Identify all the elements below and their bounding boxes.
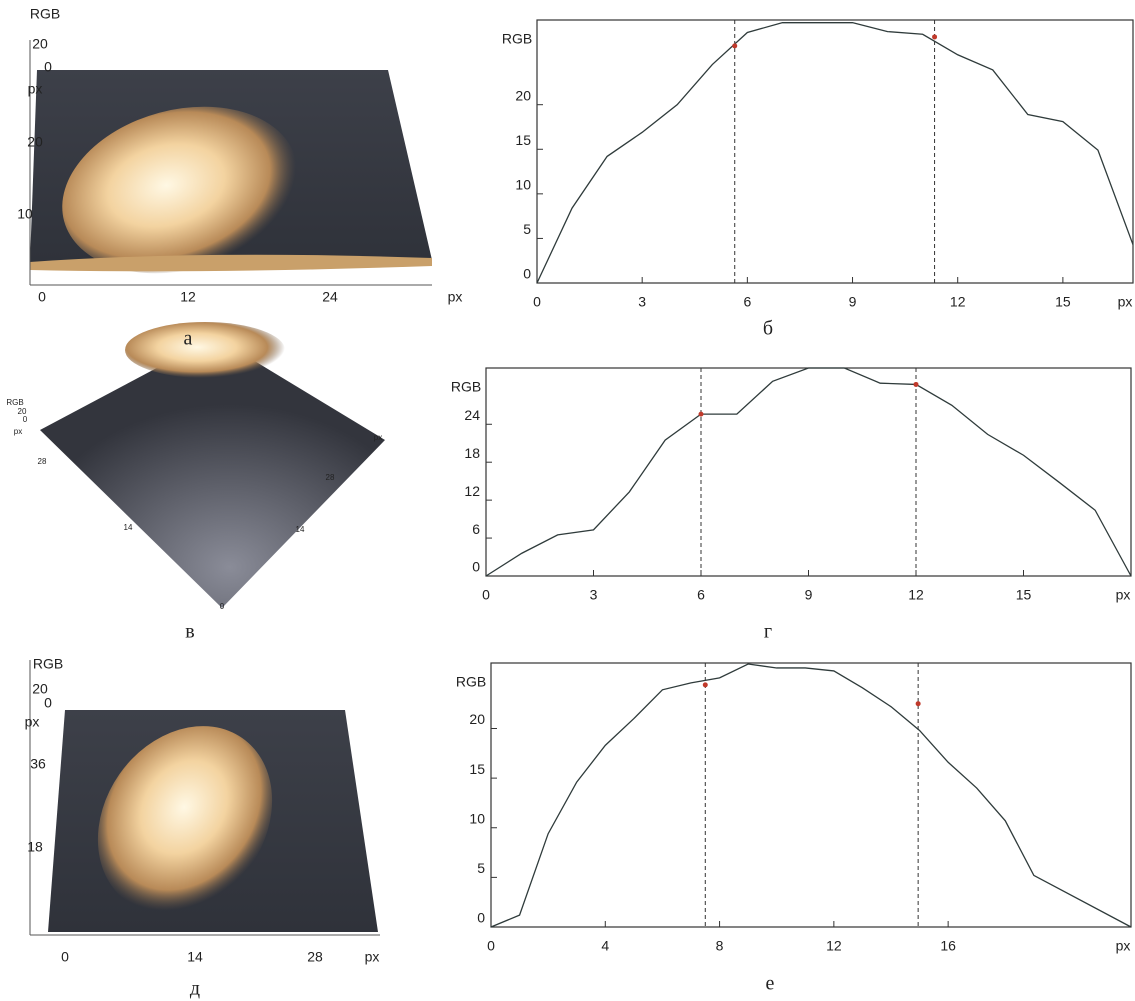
x-tick-label: 0 <box>533 294 541 310</box>
marker <box>913 381 919 387</box>
y-tick-label: 0 <box>523 266 531 282</box>
x-tick-label: 15 <box>1016 587 1032 603</box>
x-tick-label: 6 <box>743 294 751 310</box>
x-tick-label: 16 <box>940 938 956 954</box>
surface-peak <box>62 106 298 274</box>
data-line <box>485 367 1132 577</box>
y-axis-unit: px <box>28 81 43 97</box>
y-tick-label: 36 <box>30 756 46 772</box>
y-axis-label: RGB <box>451 379 481 395</box>
surface-peak <box>125 322 285 378</box>
y-tick-label: 18 <box>464 445 480 461</box>
x-tick-label: 14 <box>296 525 305 534</box>
x-tick-label: 4 <box>601 938 609 954</box>
surface-edge <box>30 254 432 272</box>
x-tick-label: 24 <box>322 289 338 305</box>
caption: г <box>764 621 772 643</box>
x-tick-label: 9 <box>849 294 857 310</box>
z-axis-label: RGB <box>30 6 60 22</box>
y-axis-unit: px <box>14 427 22 436</box>
marker <box>932 34 938 40</box>
y-tick-label: 10 <box>469 810 485 826</box>
y-tick-label: 15 <box>515 132 531 148</box>
x-tick-label: 0 <box>38 289 46 305</box>
x-tick-label: 6 <box>697 587 705 603</box>
y-tick-label: 10 <box>515 177 531 193</box>
marker <box>698 411 704 417</box>
y-axis-label: RGB <box>502 31 532 47</box>
x-tick-label: 0 <box>487 938 495 954</box>
x-tick-label: 12 <box>180 289 196 305</box>
x-axis-unit: px <box>365 949 380 965</box>
y-tick-label: 5 <box>523 221 531 237</box>
z-tick-label: 20 <box>32 36 48 52</box>
x-tick-label: 3 <box>590 587 598 603</box>
caption: е <box>766 973 775 995</box>
z-axis-label: RGB <box>6 398 23 407</box>
x-axis-unit: px <box>1118 294 1133 310</box>
caption: а <box>184 328 193 350</box>
y-tick-label: 14 <box>124 523 133 532</box>
marker <box>732 43 738 49</box>
x-tick-label: 12 <box>908 587 924 603</box>
z-tick-label: 20 <box>32 681 48 697</box>
caption: б <box>763 318 773 340</box>
y-tick-label: 15 <box>469 761 485 777</box>
x-tick-label: 28 <box>307 949 323 965</box>
y-tick-label: 0 <box>220 602 225 611</box>
marker <box>915 701 921 707</box>
plot-frame <box>490 662 1132 928</box>
z-tick-label: 0 <box>23 415 28 424</box>
z-tick-label: 0 <box>44 59 52 75</box>
x-tick-label: 15 <box>1055 294 1071 310</box>
y-tick-label: 28 <box>38 457 47 466</box>
z-tick-label: 20 <box>18 407 27 416</box>
caption: в <box>185 621 194 643</box>
x-tick-label: 28 <box>326 473 335 482</box>
y-tick-label: 18 <box>27 839 43 855</box>
data-line <box>536 22 1134 284</box>
z-tick-label: 0 <box>44 695 52 711</box>
x-tick-label: 12 <box>950 294 966 310</box>
y-tick-label: 6 <box>472 521 480 537</box>
y-tick-label: 10 <box>17 206 33 222</box>
caption: д <box>190 978 200 1000</box>
y-tick-label: 0 <box>472 559 480 575</box>
x-tick-label: 14 <box>187 949 203 965</box>
surface-plane <box>40 337 385 608</box>
x-axis-unit: px <box>1116 587 1131 603</box>
y-tick-label: 0 <box>477 910 485 926</box>
y-tick-label: 5 <box>477 860 485 876</box>
y-axis-unit: px <box>25 714 40 730</box>
y-tick-label: 12 <box>464 483 480 499</box>
y-tick-label: 20 <box>515 87 531 103</box>
x-tick-label: 12 <box>826 938 842 954</box>
x-tick-label: 9 <box>805 587 813 603</box>
x-tick-label: 3 <box>638 294 646 310</box>
surface-peak <box>97 726 273 914</box>
z-axis-label: RGB <box>33 656 63 672</box>
plot-frame <box>485 367 1132 577</box>
x-axis-unit: px <box>374 433 382 442</box>
x-axis-unit: px <box>448 289 463 305</box>
plot-frame <box>536 19 1134 284</box>
y-tick-label: 20 <box>469 711 485 727</box>
y-axis-label: RGB <box>456 674 486 690</box>
x-axis-unit: px <box>1116 938 1131 954</box>
x-tick-label: 0 <box>482 587 490 603</box>
x-tick-label: 0 <box>61 949 69 965</box>
marker <box>702 682 708 688</box>
x-tick-label: 8 <box>716 938 724 954</box>
data-line <box>490 663 1132 928</box>
y-tick-label: 20 <box>27 134 43 150</box>
y-tick-label: 24 <box>464 407 480 423</box>
